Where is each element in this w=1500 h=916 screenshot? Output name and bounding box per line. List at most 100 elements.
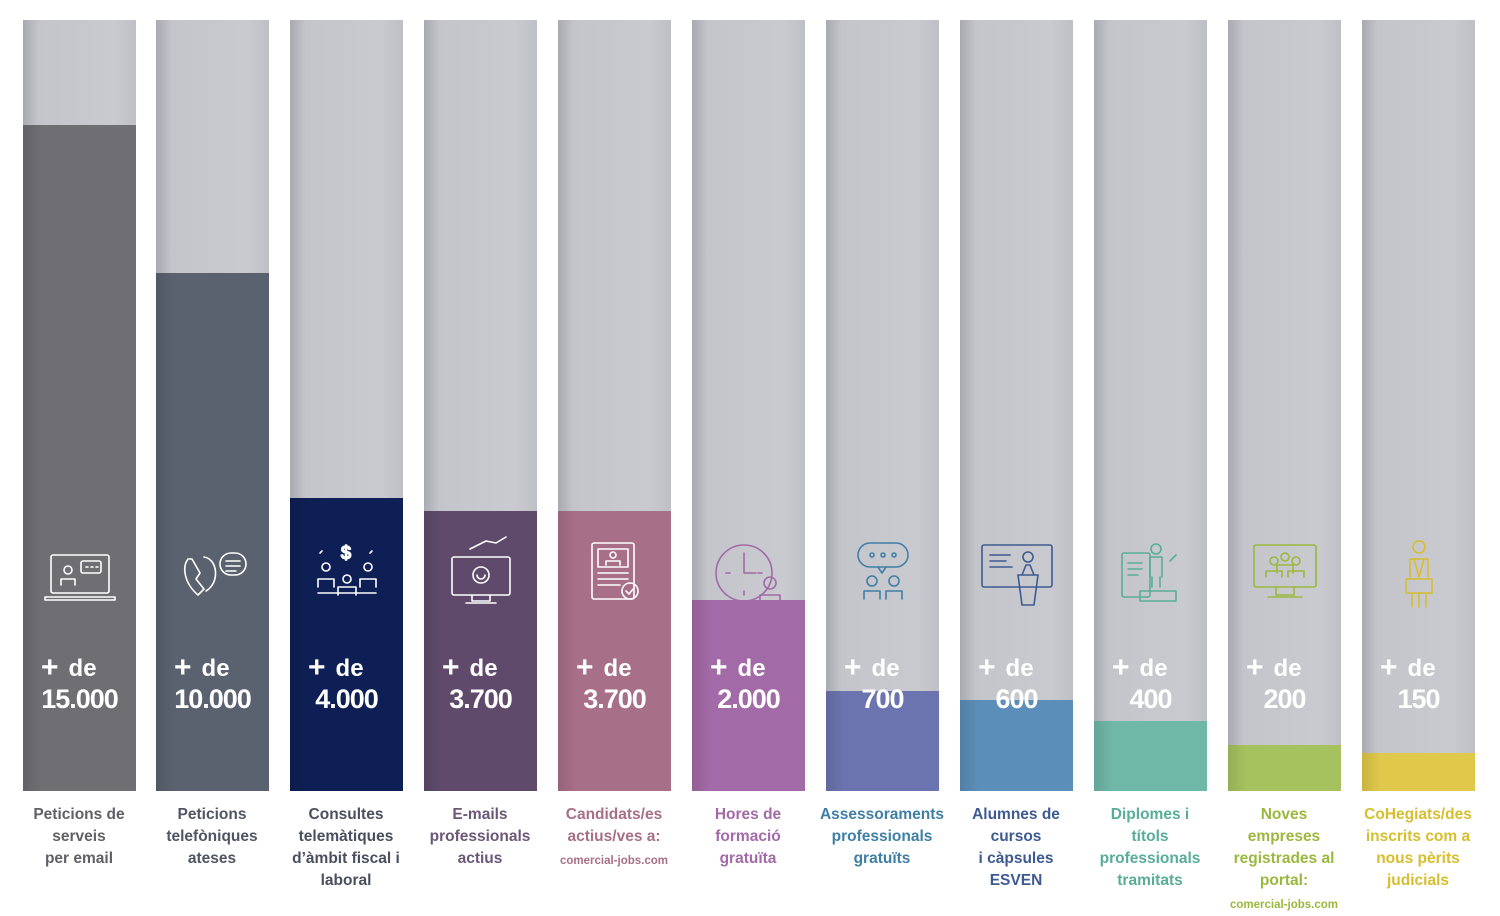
category-label-line: per email bbox=[44, 850, 114, 867]
prefix-word: de bbox=[1407, 655, 1436, 682]
category-label-line: títols bbox=[1131, 828, 1169, 845]
bar-column: + de 3.700 bbox=[558, 20, 671, 791]
category-label: E-mails professionals actius bbox=[405, 804, 555, 870]
data-label: 2.000 bbox=[717, 684, 781, 714]
phone-call-icon bbox=[174, 528, 252, 618]
category-label-line: formació bbox=[715, 828, 781, 845]
prefix-word: de bbox=[1139, 655, 1168, 682]
value-prefix: + de bbox=[442, 653, 498, 683]
bar-track bbox=[826, 20, 939, 791]
category-label: CoHegiats/des inscrits com a nous pèrits ju… bbox=[1343, 804, 1493, 892]
prefix-word: de bbox=[603, 655, 632, 682]
bar-column: + de 600 bbox=[960, 20, 1073, 791]
clock-person-icon bbox=[710, 528, 788, 618]
value-prefix: + de bbox=[576, 653, 632, 683]
category-label-line: Noves bbox=[1260, 806, 1308, 823]
category-label: Candidats/es actius/ves a: comercial-jobs.… bbox=[539, 804, 689, 872]
bar bbox=[1228, 745, 1341, 791]
category-label: Peticions telefòniques ateses bbox=[137, 804, 287, 870]
monitor-email-icon bbox=[442, 528, 520, 618]
plus-sign: + bbox=[844, 651, 862, 684]
bar-track bbox=[960, 20, 1073, 791]
bar-column: + de 10.000 bbox=[156, 20, 269, 791]
category-label-line: professionals bbox=[1099, 850, 1201, 867]
prefix-word: de bbox=[1273, 655, 1302, 682]
data-label: 4.000 bbox=[315, 684, 379, 714]
data-label: 10.000 bbox=[174, 684, 252, 714]
category-label: Assessoraments professionals gratuïts bbox=[807, 804, 957, 870]
category-label: Peticions de serveis per email bbox=[4, 804, 154, 870]
bar-track bbox=[1362, 20, 1475, 791]
category-label-line: laboral bbox=[320, 872, 372, 889]
bar bbox=[692, 600, 805, 791]
category-label-line: Diplomes i bbox=[1110, 806, 1190, 823]
svg-text:$: $ bbox=[341, 543, 351, 563]
category-label-line: Peticions de bbox=[33, 806, 125, 823]
bar-column: + de 150 bbox=[1362, 20, 1475, 791]
category-label-line: judicials bbox=[1386, 872, 1450, 889]
resume-document-icon bbox=[576, 528, 654, 618]
bar bbox=[1362, 753, 1475, 791]
plus-sign: + bbox=[174, 651, 192, 684]
meeting-money-icon: $ bbox=[308, 528, 386, 618]
category-label-line: registrades al bbox=[1233, 850, 1335, 867]
bar bbox=[290, 498, 403, 791]
bar bbox=[826, 691, 939, 791]
bar-column: + de 700 bbox=[826, 20, 939, 791]
category-label-line: actius/ves a: bbox=[567, 828, 661, 845]
prefix-word: de bbox=[469, 655, 498, 682]
bar bbox=[424, 511, 537, 791]
value-prefix: + de bbox=[308, 653, 364, 683]
category-label-line: d’àmbit fiscal i bbox=[292, 850, 400, 867]
category-label-line: telefòniques bbox=[166, 828, 258, 845]
data-label: 600 bbox=[995, 684, 1038, 714]
category-label-line: actius bbox=[457, 850, 503, 867]
bar-column: + de 3.700 bbox=[424, 20, 537, 791]
bar-track bbox=[1094, 20, 1207, 791]
category-label-line: cursos bbox=[990, 828, 1042, 845]
bar bbox=[156, 273, 269, 791]
prefix-word: de bbox=[68, 655, 97, 682]
expert-witness-icon bbox=[1380, 528, 1458, 618]
value-prefix: + de bbox=[41, 653, 97, 683]
plus-sign: + bbox=[308, 651, 326, 684]
website-link-text: comercial-jobs.com bbox=[1229, 899, 1338, 911]
prefix-word: de bbox=[1005, 655, 1034, 682]
category-label-line: i càpsules bbox=[978, 850, 1054, 867]
bar-column: $ + de 4.000 bbox=[290, 20, 403, 791]
category-label-line: professionals bbox=[429, 828, 531, 845]
speech-people-icon bbox=[844, 528, 922, 618]
bar bbox=[960, 700, 1073, 791]
bar-track bbox=[1228, 20, 1341, 791]
category-label-line: Consultes bbox=[308, 806, 384, 823]
category-label-line: serveis bbox=[52, 828, 106, 845]
category-label: Diplomes i títols professionals tramitats bbox=[1075, 804, 1225, 892]
value-prefix: + de bbox=[1246, 653, 1302, 683]
bar-column: + de 400 bbox=[1094, 20, 1207, 791]
category-label-line: gratuïts bbox=[853, 850, 911, 867]
category-label: Hores de formació gratuïta bbox=[673, 804, 823, 870]
prefix-word: de bbox=[737, 655, 766, 682]
value-prefix: + de bbox=[174, 653, 230, 683]
category-label-line: Candidats/es bbox=[565, 806, 663, 823]
category-label-line: gratuïta bbox=[719, 850, 777, 867]
data-label: 3.700 bbox=[583, 684, 647, 714]
category-label-line: Hores de bbox=[714, 806, 782, 823]
monitor-team-icon bbox=[1246, 528, 1324, 618]
website-link-text: comercial-jobs.com bbox=[559, 855, 668, 867]
value-prefix: + de bbox=[710, 653, 766, 683]
category-label-line: CoHegiats/des bbox=[1364, 806, 1472, 823]
bar bbox=[23, 125, 136, 791]
plus-sign: + bbox=[1380, 651, 1398, 684]
plus-sign: + bbox=[576, 651, 594, 684]
category-label-line: Alumnes de bbox=[972, 806, 1060, 823]
prefix-word: de bbox=[201, 655, 230, 682]
value-prefix: + de bbox=[844, 653, 900, 683]
plus-sign: + bbox=[710, 651, 728, 684]
value-prefix: + de bbox=[1380, 653, 1436, 683]
value-prefix: + de bbox=[1112, 653, 1168, 683]
category-label-line: inscrits com a bbox=[1365, 828, 1471, 845]
value-prefix: + de bbox=[978, 653, 1034, 683]
category-label-line: professionals bbox=[831, 828, 933, 845]
category-label: Noves empreses registrades al portal: comerc… bbox=[1209, 804, 1359, 916]
